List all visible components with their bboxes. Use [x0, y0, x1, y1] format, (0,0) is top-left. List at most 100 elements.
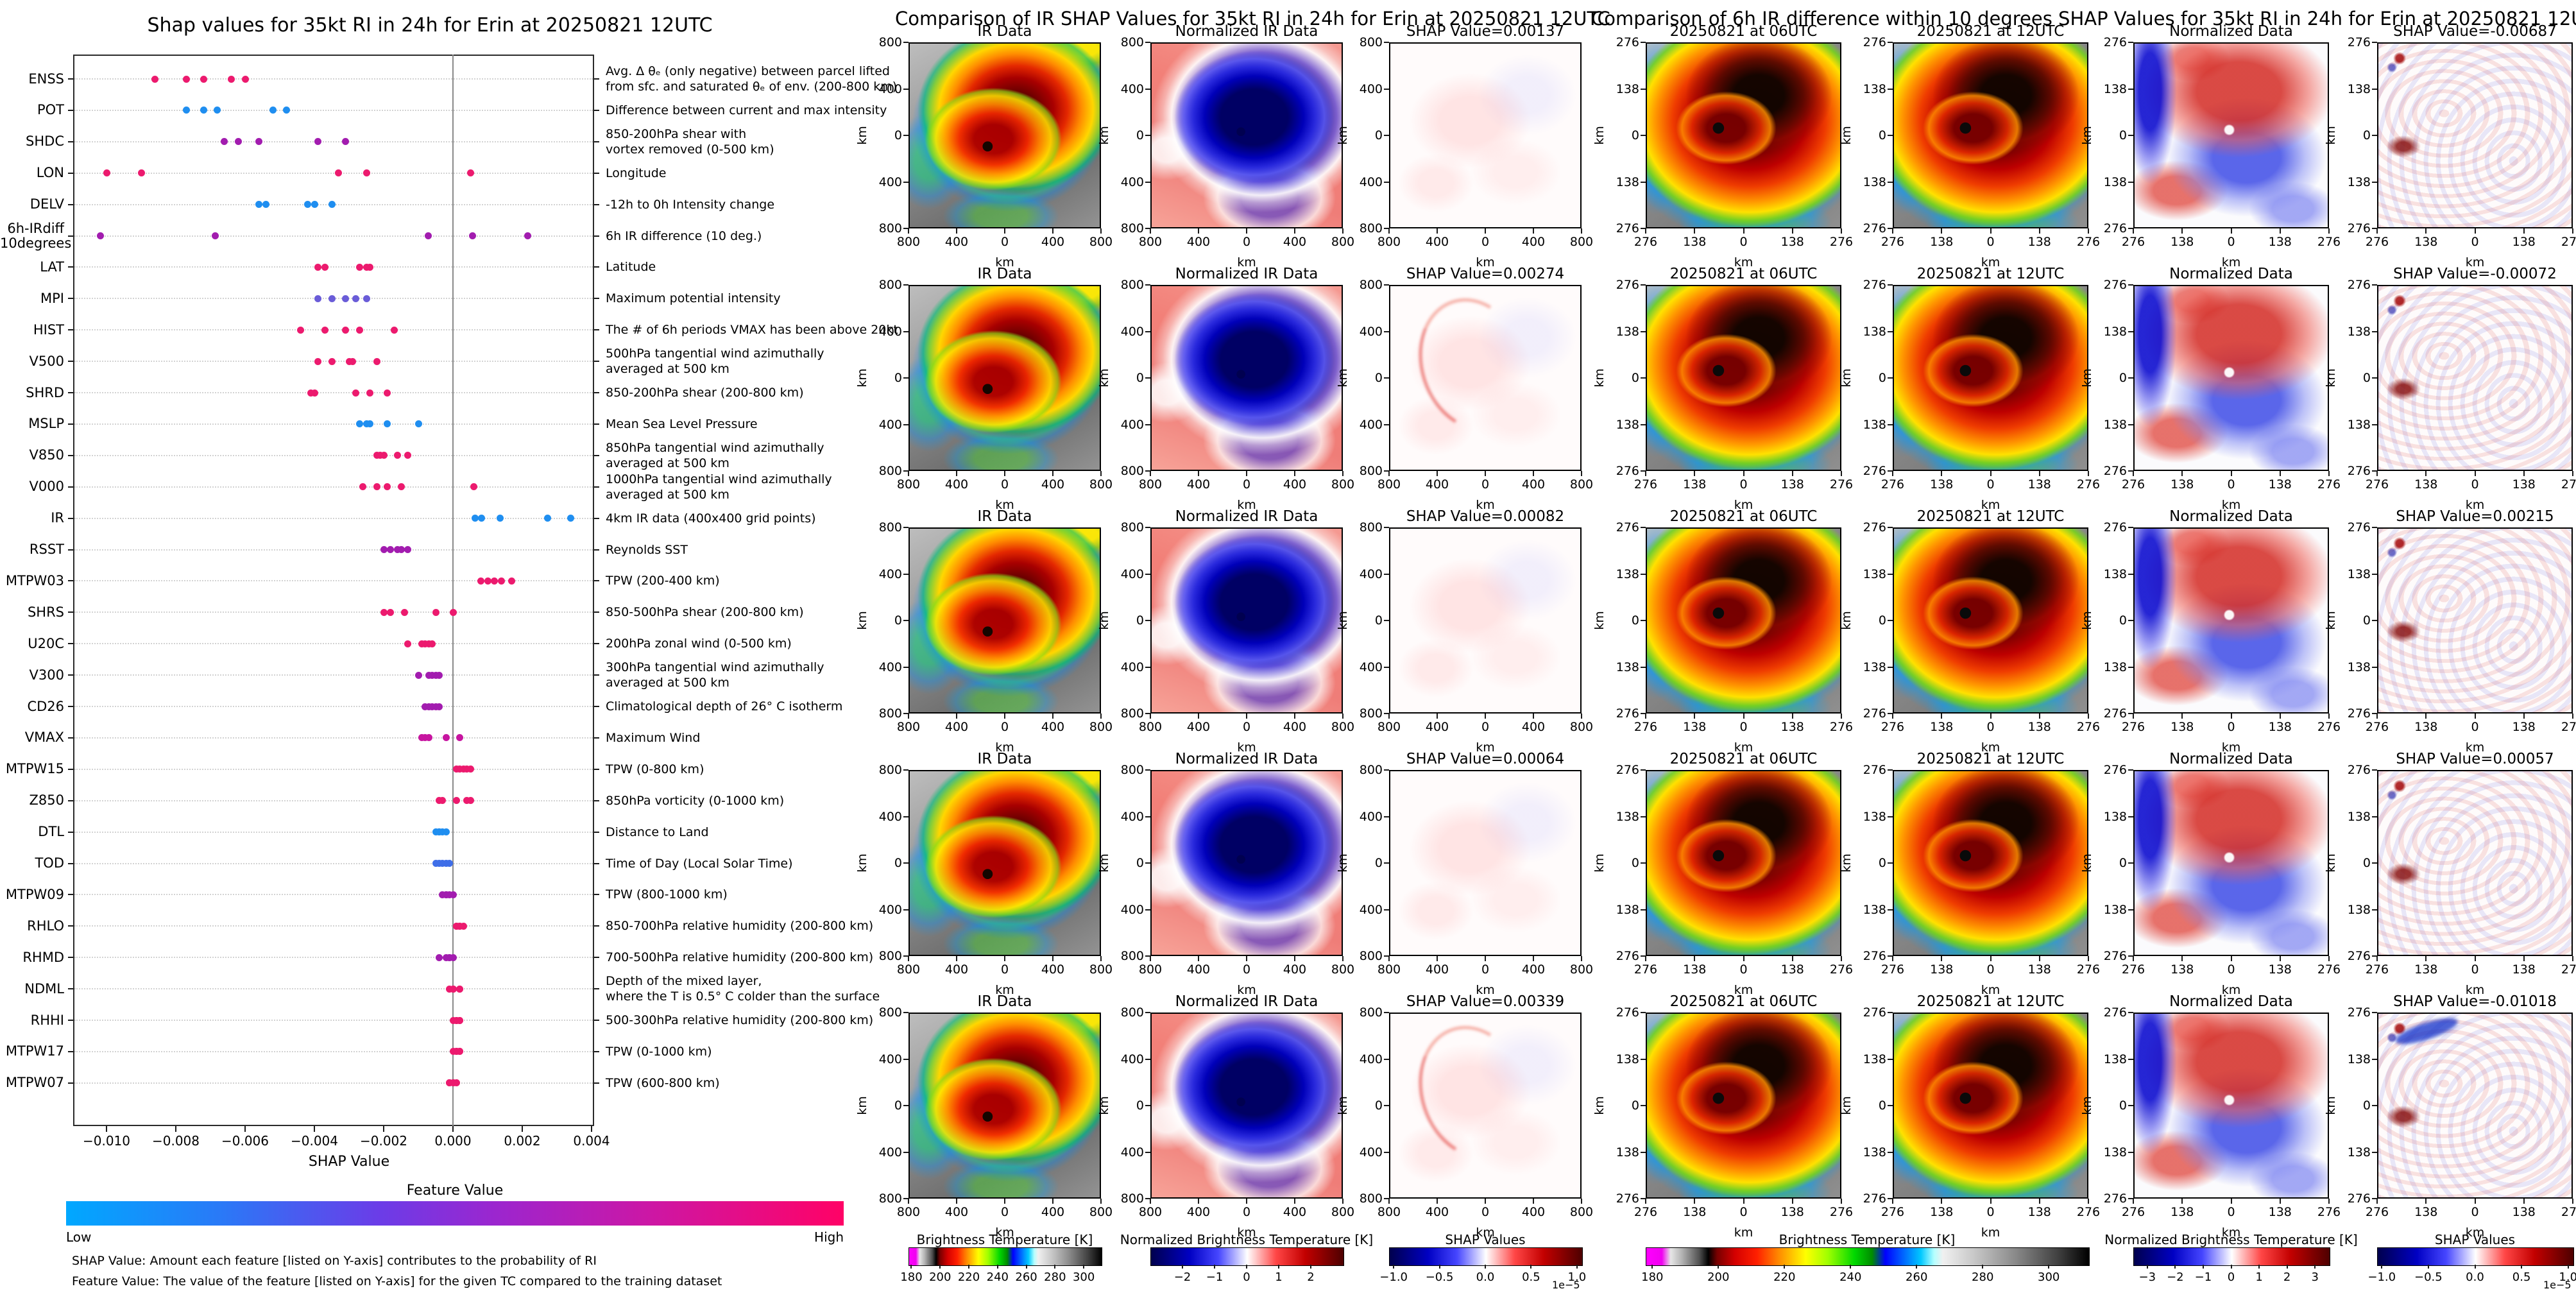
map-xtick-label: 276	[2317, 477, 2341, 492]
map-ytick-label: 0	[1631, 371, 1639, 385]
shap-dot	[373, 483, 380, 491]
colorbar-tick-label: 0.5	[2512, 1270, 2531, 1284]
feature-description: -12h to 0h Intensity change	[606, 197, 775, 212]
map-xaxis-unit: km	[1237, 498, 1256, 512]
map-ytick-label: 800	[878, 763, 902, 777]
map-xtick-label: 276	[2076, 477, 2101, 492]
map-xtick-label: 138	[2414, 1205, 2438, 1219]
feature-ytick-label: HIST	[33, 321, 64, 338]
colorbar-tick-label: −2	[2167, 1270, 2184, 1284]
shap-dot	[397, 483, 405, 491]
desc-axis-tick	[594, 454, 599, 456]
map-xtick	[1941, 228, 1943, 234]
map-ytick-label: 0	[2119, 613, 2127, 628]
map-xtick-label: 0	[1242, 235, 1251, 249]
map-ytick	[903, 330, 908, 332]
map-xtick-label: 400	[1186, 1205, 1211, 1219]
map-xtick-label: 276	[1881, 235, 1905, 249]
shap-dot	[366, 263, 373, 271]
map-ytick-label: 138	[2347, 567, 2371, 581]
map-image	[1893, 770, 2088, 956]
map-ytick-label: 138	[2347, 902, 2371, 917]
map-ytick	[903, 88, 908, 90]
map-image	[1646, 770, 1841, 956]
map-ytick	[1145, 88, 1150, 90]
desc-axis-tick	[594, 78, 599, 80]
map-xtick	[1791, 471, 1793, 476]
map-ytick	[2372, 1151, 2377, 1153]
feature-description: TPW (600-800 km)	[606, 1075, 720, 1090]
shap-dot	[456, 985, 464, 993]
map-xtick	[1990, 471, 1992, 476]
map-xtick-label: 0	[1242, 477, 1251, 492]
map-ytick-label: 276	[2103, 520, 2127, 534]
map-yaxis-unit: km	[2080, 853, 2094, 873]
map-xtick-label: 138	[2512, 477, 2536, 492]
feature-description: 850-200hPa shear (200-800 km)	[606, 386, 804, 400]
feature-description: Mean Sea Level Pressure	[606, 416, 758, 431]
y-tick	[68, 549, 73, 551]
map-ytick	[2128, 666, 2133, 668]
shap-dot	[355, 326, 363, 334]
map-ytick-label: 800	[1120, 1192, 1144, 1206]
map-xtick-label: 400	[1041, 962, 1065, 977]
map-xtick	[2133, 471, 2134, 476]
feature-description: TPW (0-800 km)	[606, 762, 704, 776]
feature-gridline	[74, 266, 593, 268]
feature-gridline	[74, 549, 593, 551]
map-xtick-label: 800	[1138, 477, 1163, 492]
shap-dot	[255, 201, 263, 209]
shap-dot	[366, 389, 373, 397]
shap-dot	[456, 1048, 464, 1056]
map-xtick	[2328, 471, 2330, 476]
map-xtick	[2572, 1199, 2573, 1204]
map-ytick	[903, 1012, 908, 1013]
map-xtick-label: 0	[2471, 720, 2479, 734]
map-xtick	[908, 1199, 909, 1204]
map-xtick-label: 138	[1683, 477, 1707, 492]
colorbar-tick	[1083, 1265, 1085, 1269]
map-ytick-label: 276	[1616, 221, 1639, 235]
map-ytick	[1888, 470, 1893, 472]
map-ytick	[2372, 527, 2377, 528]
map-ytick	[2372, 909, 2377, 911]
colorbar-tick-label: 200	[1707, 1270, 1730, 1284]
map-xaxis-unit: km	[1734, 983, 1753, 997]
map-ytick	[2128, 423, 2133, 425]
map-yaxis-unit: km	[1839, 126, 1854, 145]
feature-gridline	[74, 423, 593, 425]
colorbar-tick	[2230, 1265, 2232, 1269]
map-ytick	[903, 181, 908, 183]
feature-value-colorbar	[66, 1201, 844, 1226]
map-xtick	[2230, 228, 2232, 234]
map-ytick-label: 0	[2362, 1099, 2371, 1113]
feature-gridline	[74, 1082, 593, 1084]
map-xtick-label: 138	[2414, 962, 2438, 977]
map-ytick-label: 0	[1878, 371, 1886, 385]
map-ytick-label: 800	[1359, 464, 1383, 478]
map-ytick-label: 276	[2347, 949, 2371, 963]
map-xtick	[908, 228, 909, 234]
map-ytick	[1641, 1058, 1646, 1060]
feature-ytick-label: MTPW03	[5, 572, 64, 588]
map-ytick	[903, 713, 908, 714]
map-ytick-label: 138	[1863, 1145, 1886, 1159]
map-xtick-label: 276	[1881, 1205, 1905, 1219]
map-xtick-label: 276	[2076, 962, 2101, 977]
shap-dot	[435, 703, 443, 710]
shap-dot	[314, 138, 321, 146]
map-xtick-label: 800	[896, 477, 921, 492]
map-ytick-label: 138	[1863, 417, 1886, 432]
shap-dot	[456, 1016, 464, 1024]
desc-axis-tick	[594, 611, 599, 613]
map-ytick-label: 138	[2103, 660, 2127, 674]
map-xtick	[1533, 471, 1534, 476]
map-ytick	[2372, 42, 2377, 43]
map-xtick-label: 0	[1000, 962, 1009, 977]
x-tick-label: −0.008	[151, 1133, 200, 1149]
colorbar-tick-label: 300	[1072, 1270, 1095, 1284]
map-ytick	[2128, 769, 2133, 771]
map-xtick	[2376, 228, 2378, 234]
feature-ytick-label: V500	[29, 353, 64, 369]
